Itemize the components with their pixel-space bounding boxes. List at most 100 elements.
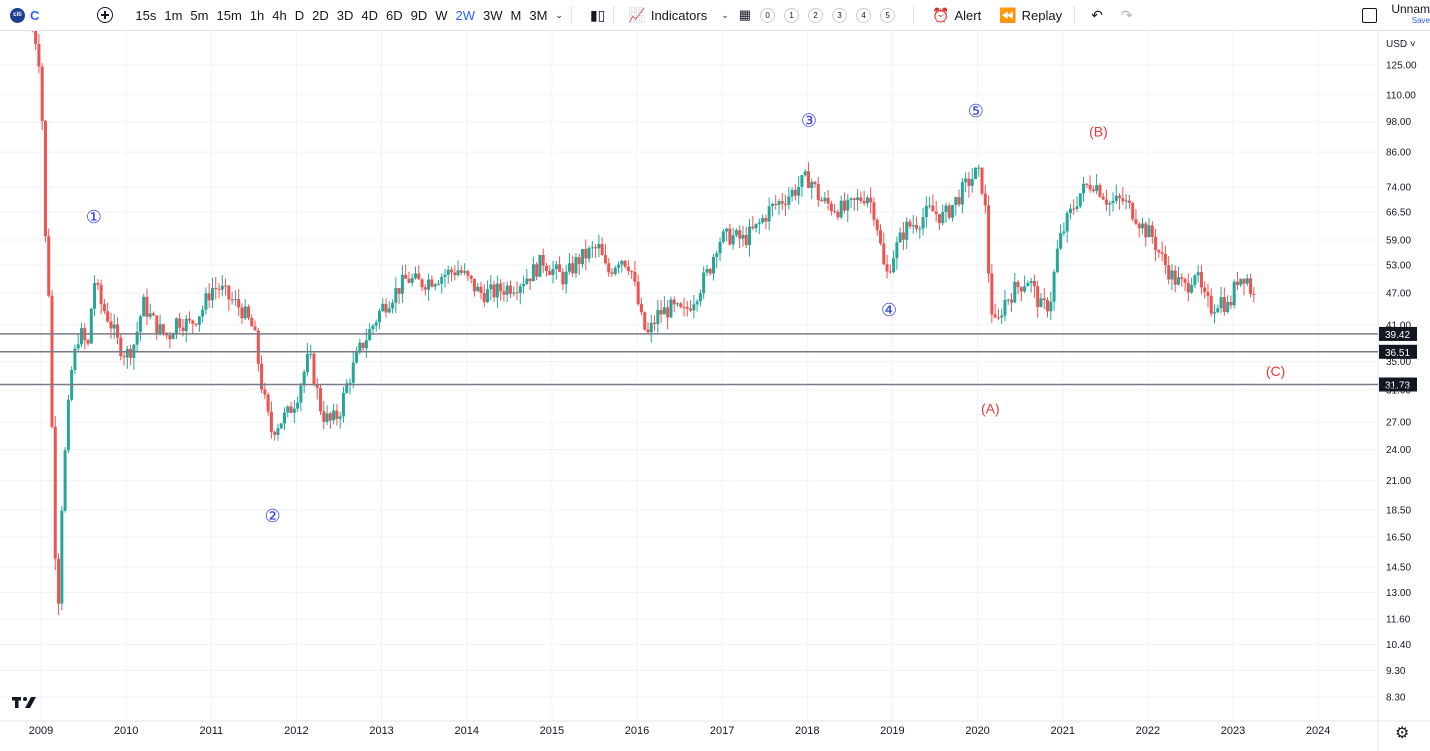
- candle-body: [37, 43, 41, 67]
- candle-body: [1140, 223, 1144, 229]
- candle-body: [646, 329, 650, 333]
- interval-1h[interactable]: 1h: [249, 7, 265, 23]
- candle-body: [433, 284, 437, 287]
- price-tick-label: 66.50: [1386, 208, 1411, 219]
- layout-grid-icon[interactable]: ▦: [738, 7, 752, 22]
- indicators-icon[interactable]: 📈: [628, 6, 646, 23]
- chevron-down-icon[interactable]: ⌄: [721, 9, 729, 20]
- layout-box-icon[interactable]: [1362, 7, 1378, 23]
- interval-3m[interactable]: 3M: [529, 7, 548, 23]
- candle-body: [1186, 282, 1190, 293]
- candle-body: [515, 292, 519, 294]
- candle-body: [803, 171, 807, 176]
- currency-label: USD ˅: [1386, 39, 1416, 50]
- symbol-name[interactable]: C: [30, 7, 40, 23]
- interval-w[interactable]: W: [435, 7, 448, 23]
- interval-6d[interactable]: 6D: [385, 7, 403, 23]
- candle-body: [201, 309, 205, 317]
- candle-body: [990, 273, 994, 315]
- template-5[interactable]: 5: [880, 7, 896, 23]
- candle-body: [1078, 193, 1082, 207]
- template-0[interactable]: 0: [760, 7, 776, 23]
- candle-body: [371, 325, 375, 330]
- candle-body: [178, 318, 182, 328]
- symbol-logo-icon[interactable]: citi: [10, 7, 25, 23]
- price-axis[interactable]: USD ˅ 125.00 110.00 98.00 86.00 74.00 66.50 59.…: [1386, 39, 1417, 704]
- interval-9d[interactable]: 9D: [410, 7, 428, 23]
- wave-label: ②: [265, 506, 281, 526]
- time-tick-label: 2019: [880, 725, 904, 737]
- candle-body: [607, 263, 611, 273]
- candle-body: [210, 288, 214, 301]
- candle-body: [269, 411, 273, 432]
- interval-2d[interactable]: 2D: [312, 7, 329, 23]
- interval-3w[interactable]: 3W: [483, 7, 503, 23]
- candle-body: [1118, 195, 1122, 199]
- candle-body: [806, 171, 810, 188]
- candle-body: [364, 340, 368, 349]
- interval-m[interactable]: M: [510, 7, 522, 23]
- template-2[interactable]: 2: [808, 7, 824, 23]
- candle-body: [1023, 286, 1027, 292]
- template-4[interactable]: 4: [856, 7, 872, 23]
- candle-body: [161, 324, 165, 333]
- candle-body: [486, 289, 490, 303]
- candle-body: [171, 334, 175, 340]
- candle-body: [577, 257, 581, 265]
- candles-icon[interactable]: ▮▯: [589, 6, 606, 23]
- candle-body: [829, 203, 833, 212]
- interval-15m[interactable]: 15m: [216, 7, 242, 23]
- candle-body: [204, 293, 208, 310]
- template-1[interactable]: 1: [784, 7, 800, 23]
- candle-body: [1104, 199, 1108, 205]
- price-tick-label: 86.00: [1386, 148, 1411, 159]
- template-3[interactable]: 3: [832, 7, 848, 23]
- candle-body: [322, 411, 326, 422]
- time-axis[interactable]: 2009 2010 2011 2012 2013 2014 2015 2016 2017 2018…: [29, 725, 1331, 737]
- candle-body: [764, 218, 768, 222]
- candle-body: [905, 221, 909, 240]
- candle-body: [220, 285, 224, 290]
- interval-4h[interactable]: 4h: [272, 7, 287, 23]
- indicators-button[interactable]: Indicators: [650, 7, 708, 23]
- candle-body: [1150, 225, 1154, 237]
- settings-icon[interactable]: ⚙: [1395, 725, 1410, 742]
- candle-body: [512, 292, 516, 294]
- undo-icon[interactable]: ↶: [1091, 6, 1103, 23]
- candle-body: [564, 271, 568, 285]
- interval-d[interactable]: D: [294, 7, 305, 23]
- candle-body: [174, 318, 178, 335]
- alert-icon[interactable]: ⏰: [932, 6, 950, 23]
- chevron-down-icon[interactable]: ⌄: [555, 9, 563, 20]
- interval-15s[interactable]: 15s: [135, 7, 157, 23]
- candle-body: [413, 273, 417, 278]
- alert-button[interactable]: Alert: [954, 7, 982, 23]
- candle-body: [312, 353, 316, 385]
- candle-body: [1144, 223, 1148, 238]
- candle-body: [1245, 278, 1249, 284]
- candle-body: [1032, 281, 1036, 287]
- candle-body: [888, 271, 892, 273]
- candle-body: [125, 348, 129, 358]
- candle-body: [191, 320, 195, 324]
- candle-body: [898, 232, 902, 243]
- replay-button[interactable]: Replay: [1021, 7, 1063, 23]
- candle-body: [1163, 253, 1167, 266]
- layout-name[interactable]: Unnam Save: [1391, 3, 1430, 26]
- interval-4d[interactable]: 4D: [361, 7, 378, 23]
- add-symbol-icon[interactable]: [97, 7, 114, 23]
- price-tick-label: 18.50: [1386, 506, 1411, 517]
- candle-body: [1239, 278, 1243, 285]
- candle-body: [666, 307, 670, 318]
- candle-body: [865, 197, 869, 204]
- interval-3d[interactable]: 3D: [336, 7, 354, 23]
- interval-5m[interactable]: 5m: [190, 7, 209, 23]
- interval-2w[interactable]: 2W: [455, 7, 476, 23]
- candle-body: [459, 270, 463, 273]
- price-chart[interactable]: 39.42 36.51 31.73 ① ② ③ ④ ⑤ (A) (B) (C) USD ˅ 125.…: [0, 31, 1430, 751]
- candle-body: [901, 232, 905, 240]
- candle-body: [1062, 231, 1066, 234]
- interval-1m[interactable]: 1m: [164, 7, 183, 23]
- replay-icon[interactable]: ⏪: [999, 6, 1017, 23]
